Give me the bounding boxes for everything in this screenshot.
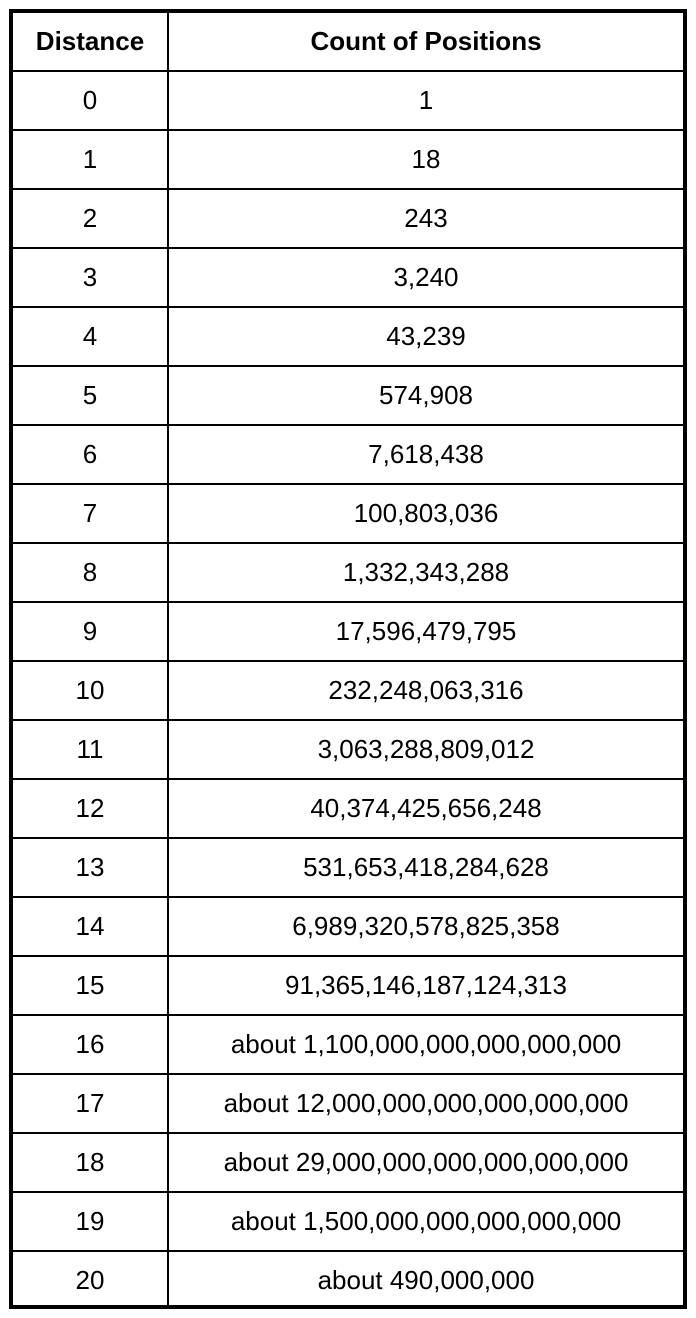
distance-cell: 5 — [13, 365, 169, 426]
table-row: 15 91,365,146,187,124,313 — [13, 955, 683, 1016]
count-cell: 91,365,146,187,124,313 — [167, 955, 683, 1016]
table-row: 3 3,240 — [13, 247, 683, 308]
distance-cell: 17 — [13, 1073, 169, 1134]
table-row: 6 7,618,438 — [13, 424, 683, 485]
distance-cell: 20 — [13, 1250, 169, 1309]
distance-cell: 12 — [13, 778, 169, 839]
count-cell: 243 — [167, 188, 683, 249]
distance-cell: 3 — [13, 247, 169, 308]
count-cell: about 12,000,000,000,000,000,000 — [167, 1073, 683, 1134]
header-count-of-positions: Count of Positions — [167, 13, 683, 72]
table-row: 1 18 — [13, 129, 683, 190]
count-cell: 1,332,343,288 — [167, 542, 683, 603]
table-row: 19 about 1,500,000,000,000,000,000 — [13, 1191, 683, 1252]
distance-cell: 11 — [13, 719, 169, 780]
distance-cell: 1 — [13, 129, 169, 190]
table-row: 4 43,239 — [13, 306, 683, 367]
count-cell: 232,248,063,316 — [167, 660, 683, 721]
table-row: 13 531,653,418,284,628 — [13, 837, 683, 898]
count-cell: about 490,000,000 — [167, 1250, 683, 1309]
distance-cell: 14 — [13, 896, 169, 957]
table-row: 5 574,908 — [13, 365, 683, 426]
table-row: 8 1,332,343,288 — [13, 542, 683, 603]
distance-cell: 6 — [13, 424, 169, 485]
distance-cell: 19 — [13, 1191, 169, 1252]
distance-cell: 13 — [13, 837, 169, 898]
count-cell: 100,803,036 — [167, 483, 683, 544]
distance-cell: 18 — [13, 1132, 169, 1193]
table-row: 18 about 29,000,000,000,000,000,000 — [13, 1132, 683, 1193]
table-row: 7 100,803,036 — [13, 483, 683, 544]
table-row: 16 about 1,100,000,000,000,000,000 — [13, 1014, 683, 1075]
table-row: 20 about 490,000,000 — [13, 1250, 683, 1309]
table-row: 12 40,374,425,656,248 — [13, 778, 683, 839]
header-distance: Distance — [13, 13, 169, 72]
count-cell: 18 — [167, 129, 683, 190]
distance-cell: 0 — [13, 70, 169, 131]
count-cell: about 29,000,000,000,000,000,000 — [167, 1132, 683, 1193]
distance-cell: 4 — [13, 306, 169, 367]
table-body: 0 1 1 18 2 243 3 3,240 4 43,239 5 574,908 6 7,618,438… — [13, 70, 683, 1309]
count-cell: 3,240 — [167, 247, 683, 308]
table-row: 10 232,248,063,316 — [13, 660, 683, 721]
distance-cell: 16 — [13, 1014, 169, 1075]
table-header-row: Distance Count of Positions — [13, 13, 683, 72]
count-cell: 531,653,418,284,628 — [167, 837, 683, 898]
count-cell: about 1,100,000,000,000,000,000 — [167, 1014, 683, 1075]
distance-cell: 2 — [13, 188, 169, 249]
count-cell: 1 — [167, 70, 683, 131]
count-cell: 6,989,320,578,825,358 — [167, 896, 683, 957]
count-cell: about 1,500,000,000,000,000,000 — [167, 1191, 683, 1252]
table-row: 2 243 — [13, 188, 683, 249]
count-cell: 7,618,438 — [167, 424, 683, 485]
count-cell: 43,239 — [167, 306, 683, 367]
table-row: 11 3,063,288,809,012 — [13, 719, 683, 780]
table-row: 9 17,596,479,795 — [13, 601, 683, 662]
count-cell: 40,374,425,656,248 — [167, 778, 683, 839]
count-cell: 3,063,288,809,012 — [167, 719, 683, 780]
distance-cell: 8 — [13, 542, 169, 603]
table-row: 14 6,989,320,578,825,358 — [13, 896, 683, 957]
count-cell: 17,596,479,795 — [167, 601, 683, 662]
distance-cell: 7 — [13, 483, 169, 544]
distance-cell: 10 — [13, 660, 169, 721]
positions-table-container: Distance Count of Positions 0 1 1 18 2 243 3 3,… — [9, 9, 687, 1309]
positions-table: Distance Count of Positions 0 1 1 18 2 243 3 3,… — [13, 13, 683, 1309]
distance-cell: 15 — [13, 955, 169, 1016]
table-row: 17 about 12,000,000,000,000,000,000 — [13, 1073, 683, 1134]
count-cell: 574,908 — [167, 365, 683, 426]
distance-cell: 9 — [13, 601, 169, 662]
